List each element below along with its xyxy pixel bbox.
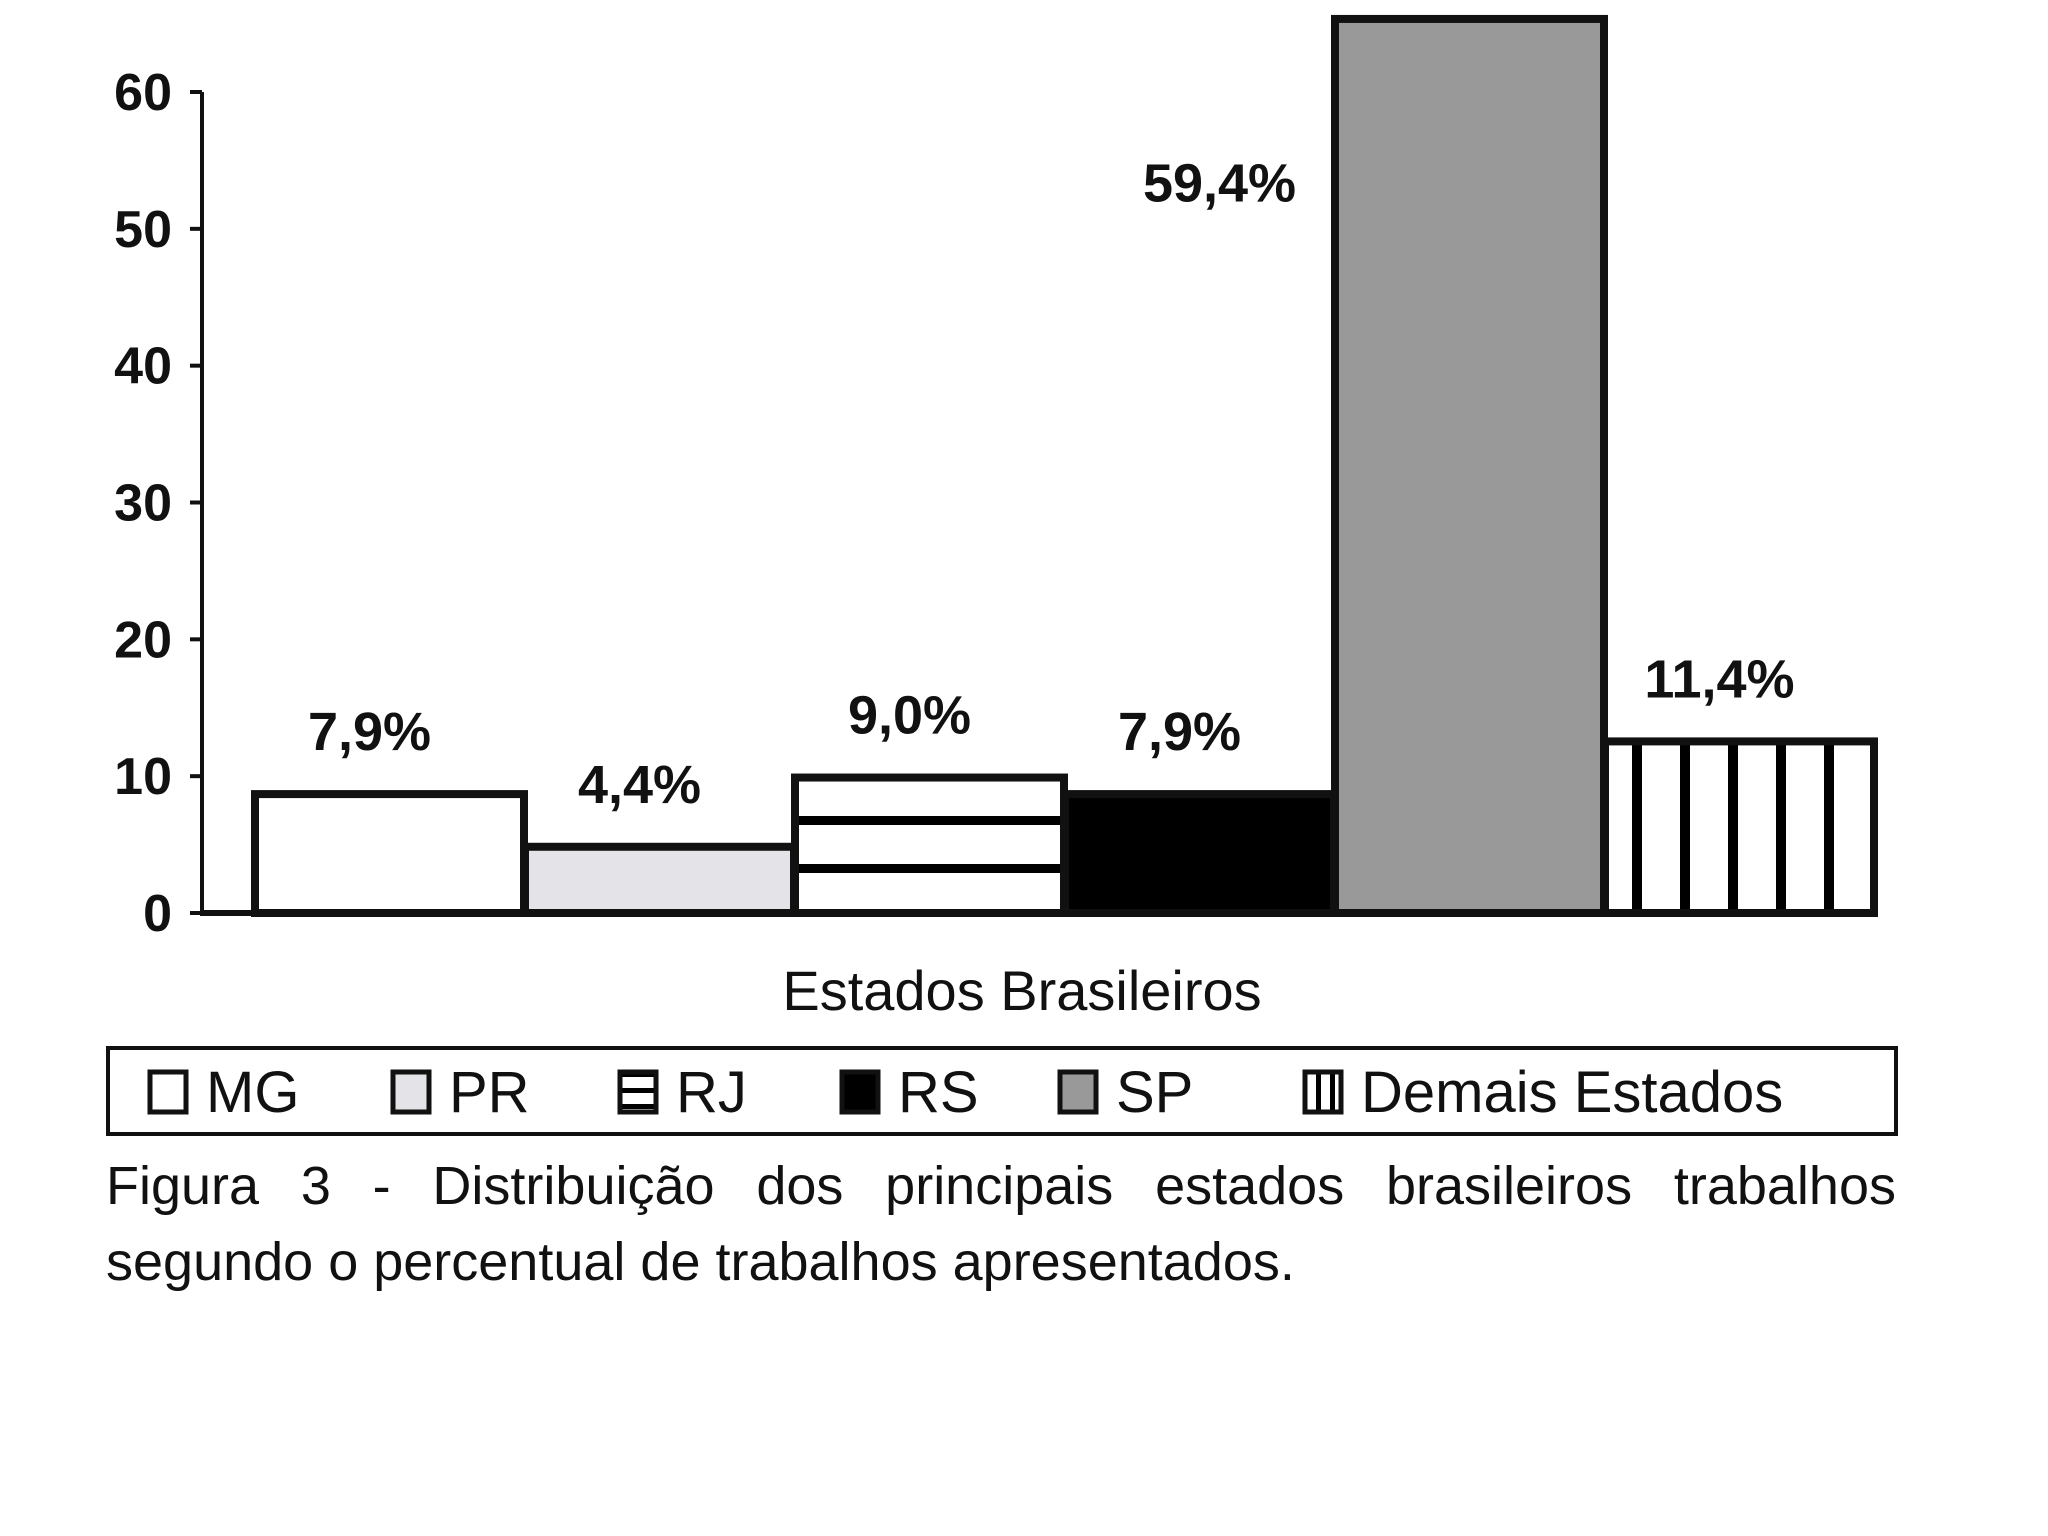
y-tick-label: 40 bbox=[114, 338, 172, 396]
x-axis-title: Estados Brasileiros bbox=[782, 959, 1261, 1022]
bar-chart: 0 10 20 30 40 50 60 7,9% 4,4% 9,0% 7,9% 59,4% 11,4%… bbox=[106, 14, 1898, 1136]
y-tick-label: 30 bbox=[114, 475, 172, 533]
bar-rj bbox=[791, 773, 1068, 917]
y-tick-label: 60 bbox=[114, 64, 172, 122]
bars: 7,9% 4,4% 9,0% 7,9% 59,4% 11,4% bbox=[251, 14, 1878, 918]
legend-swatch bbox=[390, 1069, 432, 1115]
data-label: 7,9% bbox=[1118, 702, 1241, 762]
legend-label: RS bbox=[898, 1060, 979, 1125]
legend-swatch bbox=[147, 1069, 189, 1115]
legend-label: RJ bbox=[676, 1060, 747, 1125]
legend: MG PR RJ RS SP Demais Estados bbox=[106, 1046, 1898, 1136]
data-label: 4,4% bbox=[578, 755, 701, 815]
legend-swatch bbox=[617, 1069, 659, 1115]
data-label: 59,4% bbox=[1143, 153, 1296, 213]
legend-label: MG bbox=[206, 1060, 299, 1125]
data-label: 11,4% bbox=[1644, 649, 1794, 709]
legend-swatch bbox=[839, 1069, 881, 1115]
legend-swatch bbox=[1302, 1069, 1344, 1115]
legend-label: PR bbox=[449, 1060, 530, 1125]
y-tick-label: 20 bbox=[114, 611, 172, 669]
y-axis-ticks: 0 10 20 30 40 50 60 bbox=[114, 64, 202, 943]
bar-rs bbox=[1061, 790, 1338, 918]
y-tick-label: 0 bbox=[143, 885, 172, 943]
y-tick-label: 10 bbox=[114, 748, 172, 806]
figure-caption: Figura 3 - Distribuição dos principais e… bbox=[106, 1156, 1896, 1292]
legend-items: MG PR RJ RS SP Demais Estados bbox=[147, 1060, 1783, 1125]
bar-mg bbox=[251, 790, 528, 918]
bar-demais-estados bbox=[1601, 737, 1878, 918]
y-axis: 0 10 20 30 40 50 60 bbox=[114, 64, 204, 943]
bar-pr bbox=[521, 842, 798, 917]
data-label: 7,9% bbox=[308, 702, 431, 762]
legend-label: Demais Estados bbox=[1361, 1060, 1783, 1125]
legend-frame bbox=[106, 1046, 1898, 1136]
legend-label: SP bbox=[1116, 1060, 1193, 1125]
legend-swatch bbox=[1057, 1069, 1099, 1115]
bar-sp bbox=[1331, 14, 1608, 917]
y-tick-label: 50 bbox=[114, 201, 172, 259]
data-label: 9,0% bbox=[848, 686, 971, 746]
